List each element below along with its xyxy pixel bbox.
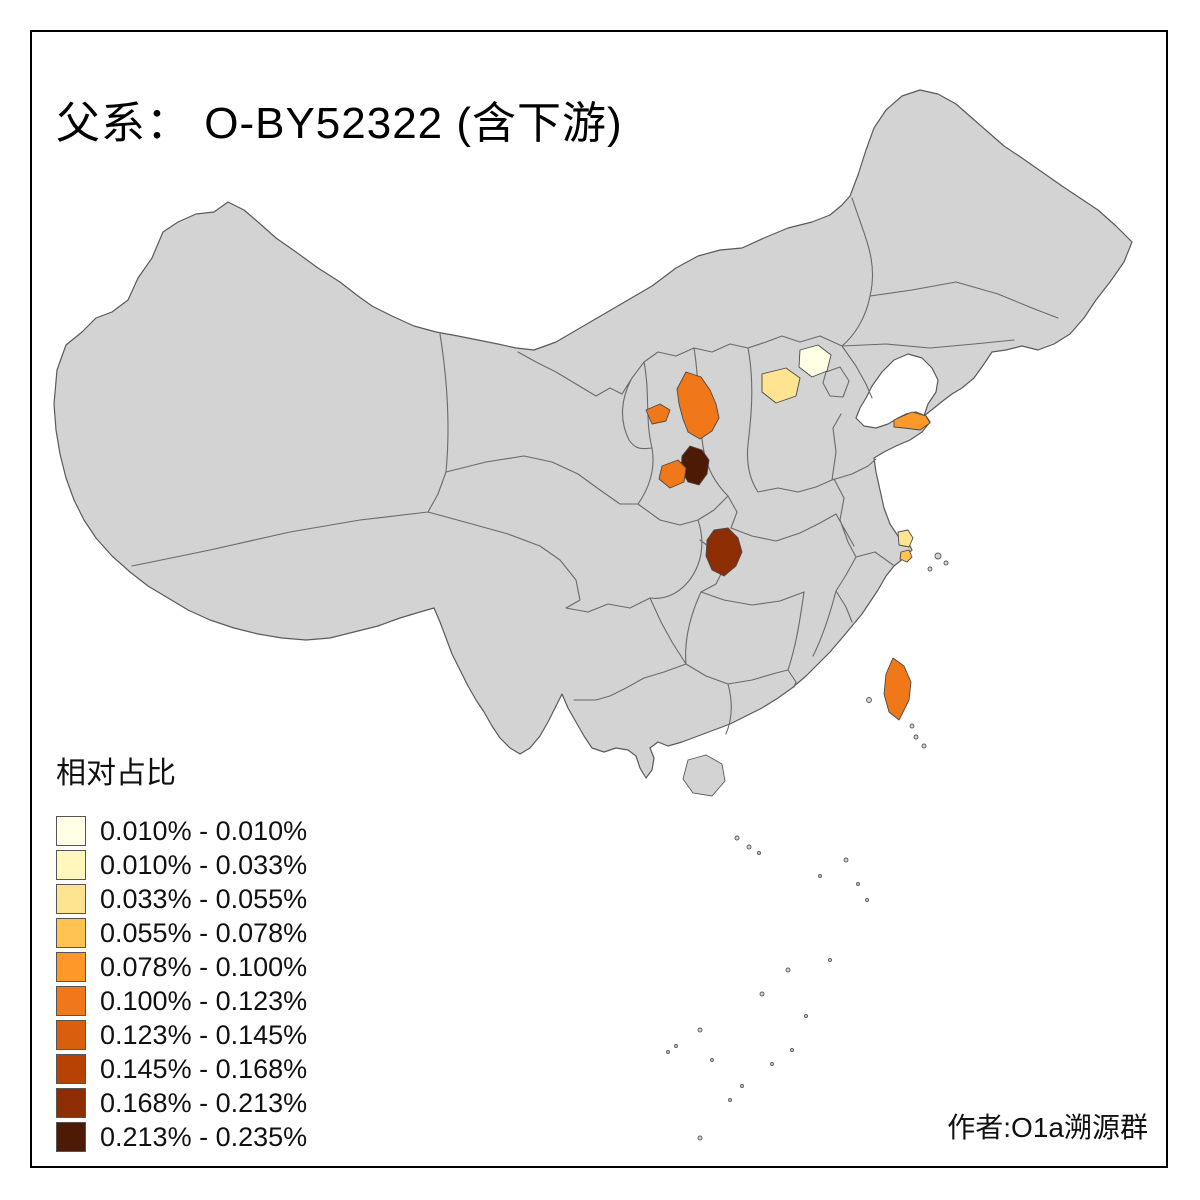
legend-swatch [56,952,86,982]
island-dot [770,1062,774,1066]
legend-label: 0.213% - 0.235% [100,1121,308,1152]
legend-item: 0.078% - 0.100% [56,950,307,984]
island-dot [759,991,765,997]
island-dot [674,1044,678,1048]
legend-label: 0.078% - 0.100% [100,951,308,982]
legend-label: 0.168% - 0.213% [100,1087,308,1118]
legend-item: 0.145% - 0.168% [56,1052,307,1086]
island-dot [728,1098,732,1102]
island-dot [828,958,832,962]
legend-label: 0.100% - 0.123% [100,985,308,1016]
region-northern-shaanxi-west-arm [645,403,671,425]
legend-item: 0.010% - 0.010% [56,814,307,848]
legend-swatch [56,1088,86,1118]
legend-label: 0.145% - 0.168% [100,1053,308,1084]
legend-label: 0.010% - 0.010% [100,815,308,846]
page-title: 父系： O-BY52322 (含下游) [56,99,623,149]
island-dot [856,882,860,886]
island-dot [804,1014,808,1018]
legend-item: 0.168% - 0.213% [56,1086,307,1120]
legend-swatch [56,850,86,880]
hainan-island [682,754,726,797]
region-guanzhong-dark [680,445,710,486]
island-dot [666,1050,670,1054]
island-dot [785,967,791,973]
legend-swatch [56,1054,86,1084]
region-northern-shaanxi [676,371,720,440]
legend-item: 0.055% - 0.078% [56,916,307,950]
region-taiwan [883,657,912,721]
legend-swatch [56,1020,86,1050]
legend-label: 0.033% - 0.055% [100,883,308,914]
island-dot [757,851,761,855]
region-central-hebei [761,367,801,404]
legend-label: 0.055% - 0.078% [100,917,308,948]
island-dot [697,1135,703,1141]
province-borders [131,197,1059,735]
region-guanzhong-west [658,459,687,489]
legend-label: 0.010% - 0.033% [100,849,308,880]
legend-item: 0.033% - 0.055% [56,882,307,916]
island-dot [740,1084,744,1088]
island-dot [697,1027,703,1033]
legend-item: 0.213% - 0.235% [56,1120,307,1154]
legend-swatch [56,918,86,948]
legend: 相对占比 0.010% - 0.010% 0.010% - 0.033% 0.0… [56,748,307,1154]
island-dot [913,734,919,740]
island-dot [866,697,872,703]
island-dot [746,844,752,850]
legend-swatch [56,986,86,1016]
island-dot [818,874,822,878]
island-dot [943,560,949,566]
island-dot [909,723,915,729]
mainland-china [53,89,1133,779]
attribution: 作者:O1a溯源群 [947,1112,1148,1143]
legend-swatch [56,884,86,914]
region-daba-mountains-dark [705,527,743,577]
legend-label: 0.123% - 0.145% [100,1019,308,1050]
legend-item: 0.100% - 0.123% [56,984,307,1018]
island-dot [865,898,869,902]
island-dot [927,566,933,572]
region-shanghai-south [899,549,913,563]
region-beijing [798,344,832,378]
region-shandong-peninsula-tip [893,411,931,431]
islands [666,552,949,1141]
legend-swatch [56,1122,86,1152]
legend-swatch [56,816,86,846]
legend-item: 0.010% - 0.033% [56,848,307,882]
island-dot [921,743,927,749]
choropleth-regions [645,344,931,721]
island-dot [843,857,849,863]
legend-item: 0.123% - 0.145% [56,1018,307,1052]
island-dot [790,1048,794,1052]
legend-title: 相对占比 [56,757,176,790]
island-dot [734,835,740,841]
region-shanghai-north [897,529,914,548]
island-dot [710,1058,714,1062]
island-dot [934,552,942,560]
